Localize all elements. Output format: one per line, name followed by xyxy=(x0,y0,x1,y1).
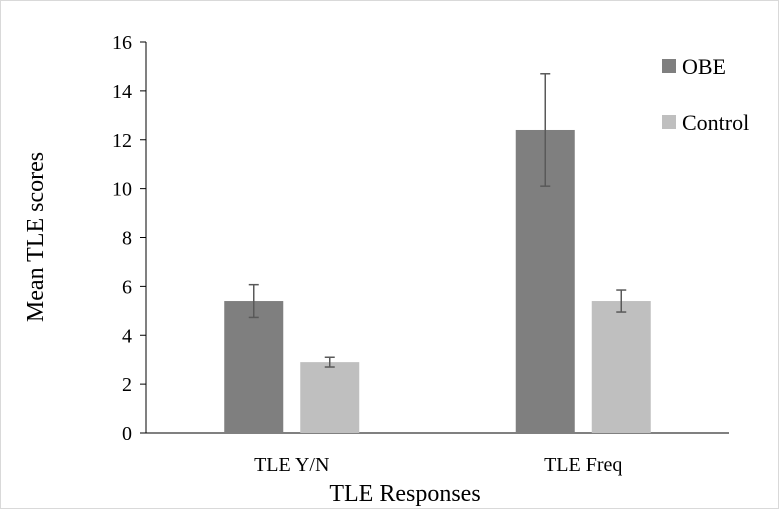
x-tick-label: TLE Y/N xyxy=(254,454,329,476)
y-tick-label: 16 xyxy=(112,32,132,54)
y-axis-title: Mean TLE scores xyxy=(23,152,49,322)
y-tick-label: 4 xyxy=(122,325,132,347)
y-tick-label: 6 xyxy=(122,276,132,298)
y-tick-label: 10 xyxy=(112,179,132,201)
legend-label-control: Control xyxy=(682,110,749,135)
bar-control-1 xyxy=(300,362,360,433)
y-tick-label: 8 xyxy=(122,228,132,250)
x-tick-label: TLE Freq xyxy=(544,454,622,476)
bars xyxy=(224,129,651,433)
y-tick-label: 14 xyxy=(112,81,132,103)
bar-obe-1 xyxy=(224,301,284,433)
y-axis-ticks: 0 2 4 6 8 10 12 14 16 xyxy=(112,32,146,445)
error-bars xyxy=(248,73,627,368)
legend-swatch-obe xyxy=(662,59,676,73)
x-axis-title: TLE Responses xyxy=(329,481,480,507)
legend-label-obe: OBE xyxy=(682,54,726,79)
bar-control-2 xyxy=(591,301,651,433)
x-axis-category-labels: TLE Y/N TLE Freq xyxy=(254,454,622,476)
y-tick-label: 0 xyxy=(122,423,132,445)
y-tick-label: 12 xyxy=(112,130,132,152)
legend: OBE Control xyxy=(662,54,749,135)
y-tick-label: 2 xyxy=(122,374,132,396)
legend-swatch-control xyxy=(662,115,676,129)
